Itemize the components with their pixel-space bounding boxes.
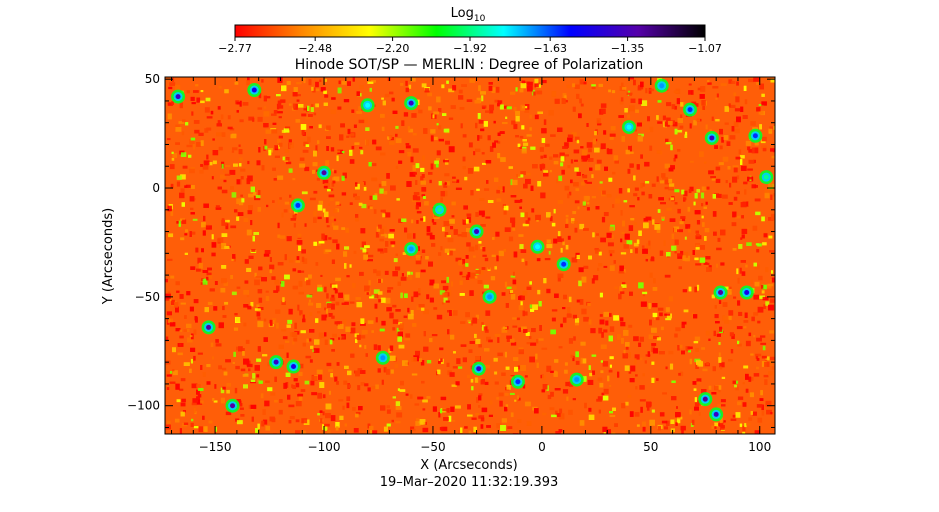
colorbar-label-sub: 10 [474, 14, 486, 24]
polarization-feature [530, 239, 545, 254]
polarization-feature [247, 83, 262, 98]
polarization-feature [569, 372, 584, 387]
polarization-feature [748, 128, 763, 143]
colorbar-tick-label: −1.35 [611, 42, 645, 55]
colorbar-label-base: Log [451, 6, 474, 21]
heatmap-image [165, 77, 775, 434]
polarization-feature [432, 202, 447, 217]
x-tick-label: −100 [308, 440, 341, 454]
polarization-feature [704, 130, 719, 145]
polarization-feature [471, 361, 486, 376]
polarization-feature [225, 398, 240, 413]
x-tick-label: 100 [748, 440, 771, 454]
colorbar-label: Log10 [451, 6, 486, 24]
x-axis-label: X (Arcseconds) [420, 458, 517, 473]
polarization-feature [709, 407, 724, 422]
x-tick-label: 50 [643, 440, 658, 454]
polarization-feature [739, 285, 754, 300]
colorbar-tick-label: −1.92 [453, 42, 487, 55]
y-axis-label: Y (Arcseconds) [101, 208, 116, 305]
chart-title: Hinode SOT/SP — MERLIN : Degree of Polar… [295, 57, 644, 73]
colorbar-tick-label: −1.63 [533, 42, 567, 55]
polarization-feature [482, 289, 497, 304]
colorbar-ticks: −2.77 −2.48 −2.20 −1.92 −1.63 −1.35 −1.07 [218, 37, 722, 55]
polarization-feature [713, 285, 728, 300]
polarization-feature [622, 120, 637, 135]
x-tick-label: −50 [420, 440, 445, 454]
y-tick-label: 0 [152, 181, 160, 195]
x-tick-label: 0 [538, 440, 546, 454]
colorbar-tick-label: −2.20 [376, 42, 410, 55]
y-tick-label: −50 [135, 290, 160, 304]
plot-frame [164, 76, 776, 435]
polarization-feature [510, 374, 525, 389]
timestamp: 19–Mar–2020 11:32:19.393 [380, 475, 559, 490]
polarization-feature [201, 320, 216, 335]
polarization-feature [404, 241, 419, 256]
polarization-feature [171, 89, 186, 104]
polarization-feature [290, 198, 305, 213]
polarization-feature [654, 78, 669, 93]
y-tick-label: 50 [145, 72, 160, 86]
colorbar-gradient [234, 24, 706, 38]
polarization-feature [360, 98, 375, 113]
polarization-feature [469, 224, 484, 239]
colorbar-tick-label: −2.48 [298, 42, 332, 55]
colorbar-tick-label: −1.07 [688, 42, 722, 55]
heatmap-features [171, 78, 774, 422]
polarization-feature [269, 355, 284, 370]
polarization-feature [698, 392, 713, 407]
polarization-feature [317, 165, 332, 180]
colorbar: Log10 −2.77 −2.48 −2.20 −1.92 −1.63 −1.35 −1.0… [218, 6, 722, 55]
polarization-feature [683, 102, 698, 117]
polarization-feature [404, 96, 419, 111]
polarization-feature [375, 350, 390, 365]
polarization-feature [556, 257, 571, 272]
polarization-feature [286, 359, 301, 374]
x-tick-label: −150 [199, 440, 232, 454]
colorbar-tick-label: −2.77 [218, 42, 252, 55]
polarization-feature [759, 170, 774, 185]
y-tick-label: −100 [127, 399, 160, 413]
axis-ticks: −150 −100 −50 0 50 100 −100 −50 0 50 [127, 72, 775, 454]
heatmap-texture [165, 77, 775, 434]
